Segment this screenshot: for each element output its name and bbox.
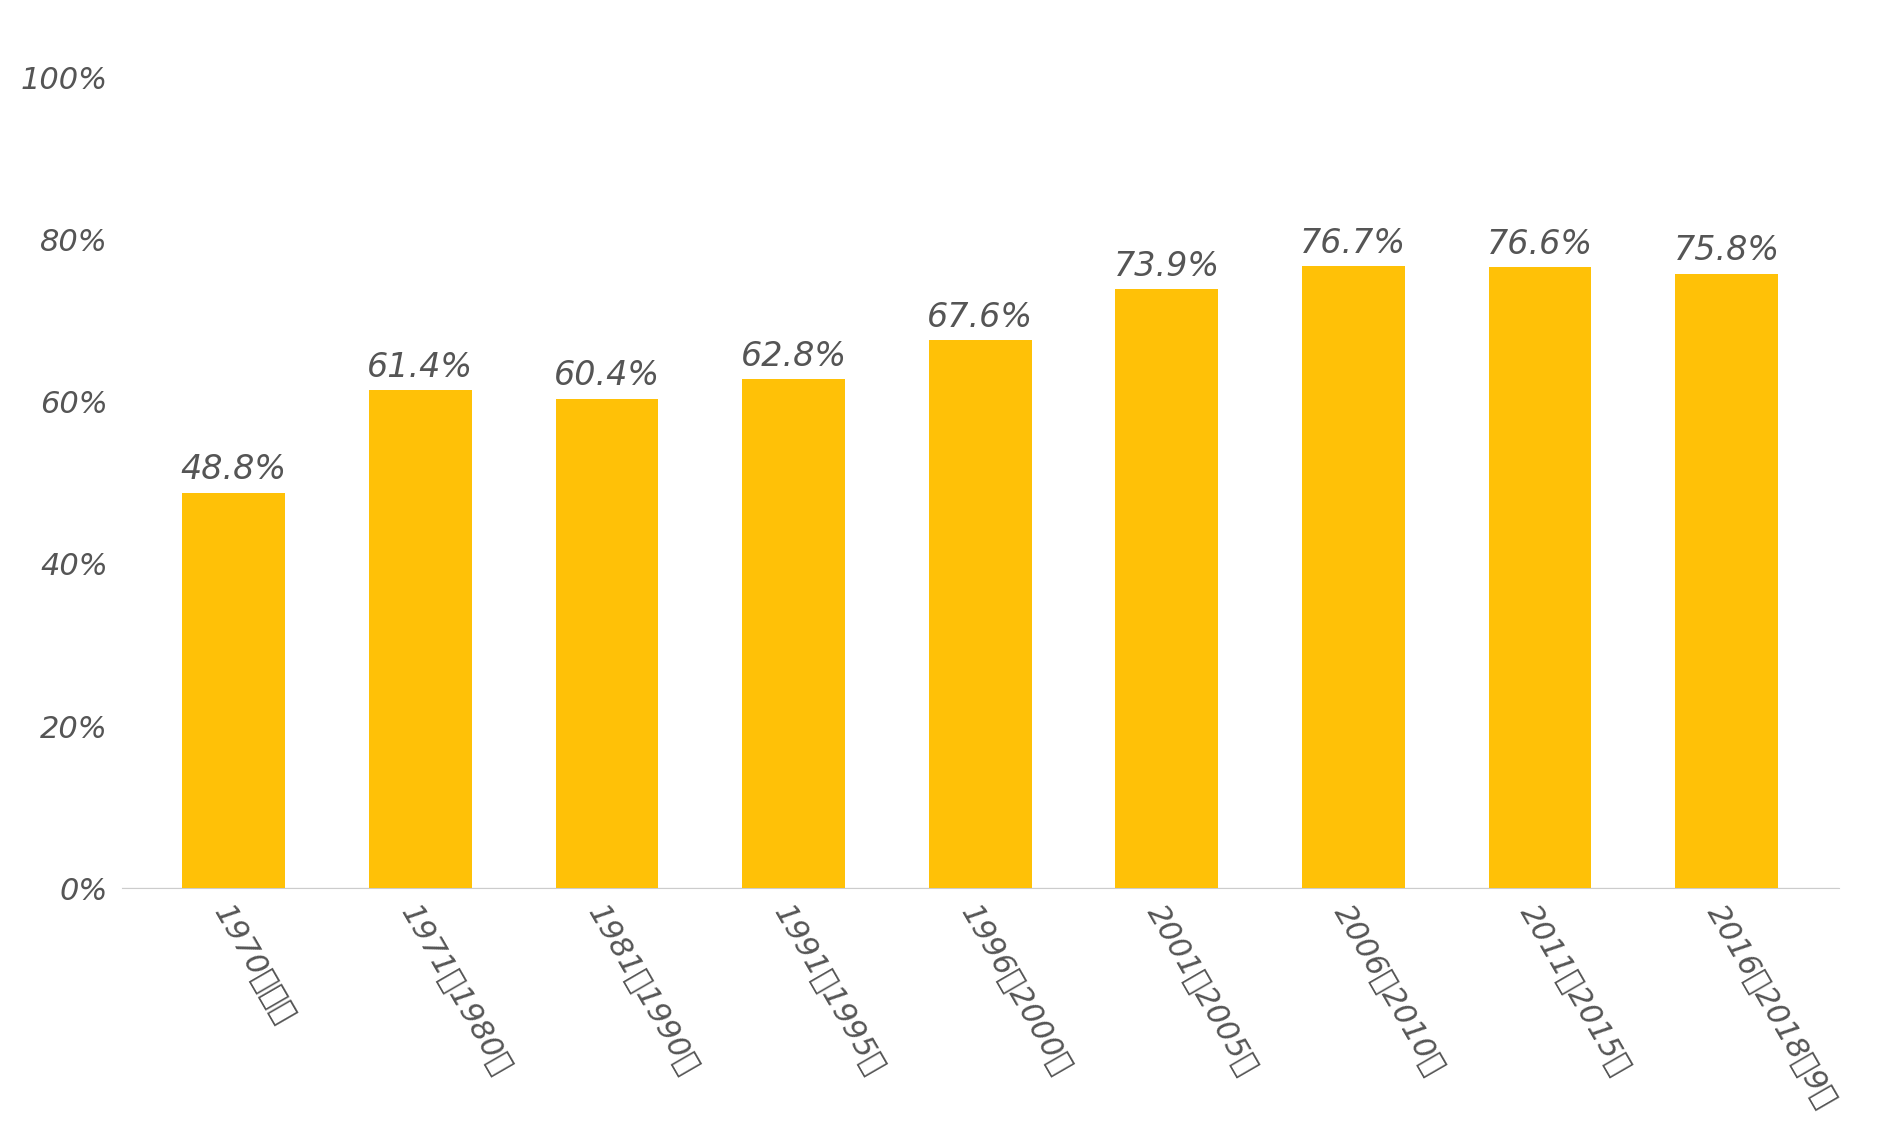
Text: 61.4%: 61.4%	[368, 351, 474, 384]
Text: 60.4%: 60.4%	[554, 359, 660, 392]
Text: 76.7%: 76.7%	[1300, 227, 1407, 259]
Text: 76.6%: 76.6%	[1486, 228, 1593, 261]
Bar	[556, 399, 658, 888]
Bar	[368, 391, 472, 888]
Text: 48.8%: 48.8%	[180, 453, 287, 486]
Bar	[928, 340, 1032, 888]
Bar	[1116, 289, 1218, 888]
Text: 73.9%: 73.9%	[1114, 249, 1219, 282]
Text: 67.6%: 67.6%	[926, 300, 1033, 334]
Bar	[1676, 274, 1778, 888]
Bar	[1302, 266, 1405, 888]
Text: 62.8%: 62.8%	[740, 340, 847, 373]
Bar	[742, 380, 846, 888]
Bar	[1488, 267, 1592, 888]
Bar	[182, 493, 286, 888]
Text: 75.8%: 75.8%	[1674, 235, 1779, 267]
